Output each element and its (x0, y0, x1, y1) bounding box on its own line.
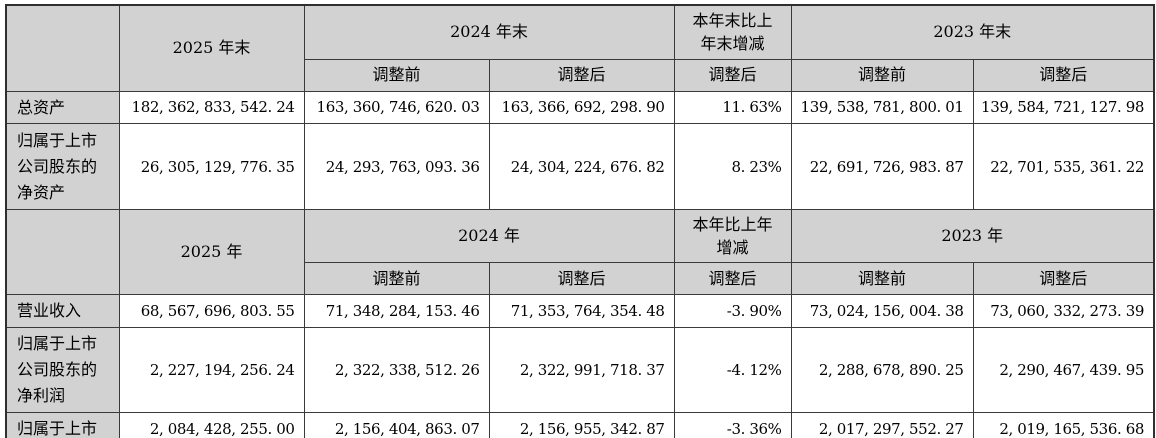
col-header-2025-year: 2025 年 (118, 209, 305, 296)
table-row-total-assets: 总资产 182, 362, 833, 542. 24 163, 360, 746… (5, 90, 1155, 125)
subheader-2023-after: 调整后 (972, 58, 1155, 92)
cell-2023-before: 22, 691, 726, 983. 87 (790, 123, 974, 211)
cell-2024-after: 71, 353, 764, 354. 48 (488, 294, 675, 329)
cell-change-pct: -4. 12% (673, 327, 792, 414)
table-row-revenue: 营业收入 68, 567, 696, 803. 55 71, 348, 284,… (5, 294, 1155, 329)
cell-2025-yearend: 182, 362, 833, 542. 24 (118, 90, 305, 125)
cell-change-pct: -3. 90% (673, 294, 792, 329)
row-label: 营业收入 (5, 294, 120, 329)
col-header-2023-yearend: 2023 年末 (790, 4, 1155, 60)
table-row-net-assets: 归属于上市公司股东的净资产 26, 305, 129, 776. 35 24, … (5, 123, 1155, 211)
cell-change-pct: -3. 36% (673, 412, 792, 438)
header-row-annual: 2025 年 2024 年 本年比上年 增减 2023 年 (5, 209, 1155, 296)
yearend-change-line1: 本年末比上 (692, 11, 773, 31)
annual-change-line1: 本年比上年 (692, 215, 773, 235)
cell-2024-before: 24, 293, 763, 093. 36 (303, 123, 490, 211)
subheader-row-yearend: 调整前 调整后 调整后 调整前 调整后 (6, 58, 1155, 92)
cell-2023-after: 73, 060, 332, 273. 39 (972, 294, 1155, 329)
cell-change-pct: 11. 63% (673, 90, 792, 125)
cell-2023-before: 73, 024, 156, 004. 38 (790, 294, 974, 329)
cell-2024-after: 2, 322, 991, 718. 37 (488, 327, 675, 414)
table-row-net-profit: 归属于上市公司股东的净利润 2, 227, 194, 256. 24 2, 32… (5, 327, 1155, 414)
cell-2024-before: 71, 348, 284, 153. 46 (303, 294, 490, 329)
cell-2024-after: 24, 304, 224, 676. 82 (488, 123, 675, 211)
cell-2024-after: 2, 156, 955, 342. 87 (488, 412, 675, 438)
subheader-row-annual: 调整前 调整后 调整后 调整前 调整后 (6, 262, 1155, 296)
subheader-2024-before: 调整前 (303, 58, 490, 92)
subheader-2024-after: 调整后 (488, 58, 675, 92)
row-label: 归属于上市公司股东的净利润 (5, 327, 120, 414)
yearend-change-line2: 年末增减 (700, 34, 765, 54)
financial-summary-table: 2025 年末 2024 年末 本年末比上 年末增减 2023 年末 调整前 调… (5, 4, 1155, 438)
cell-change-pct: 8. 23% (673, 123, 792, 211)
cell-2023-after: 2, 290, 467, 439. 95 (972, 327, 1155, 414)
subheader-change-after: 调整后 (673, 58, 792, 92)
col-header-2024-yearend: 2024 年末 (303, 4, 675, 60)
annual-change-line2: 增减 (716, 238, 749, 258)
col-header-2023-year: 2023 年 (790, 209, 1155, 264)
row-label: 归属于上市 (5, 412, 120, 438)
subheader-change-after: 调整后 (673, 262, 792, 296)
cell-2023-after: 2, 019, 165, 536. 68 (972, 412, 1155, 438)
cell-2025-year: 2, 227, 194, 256. 24 (118, 327, 305, 414)
header-row-yearend: 2025 年末 2024 年末 本年末比上 年末增减 2023 年末 (5, 4, 1155, 92)
subheader-2024-before: 调整前 (303, 262, 490, 296)
row-label: 总资产 (5, 90, 120, 125)
table-row-truncated: 归属于上市 2, 084, 428, 255. 00 2, 156, 404, … (5, 412, 1155, 438)
subheader-2023-before: 调整前 (790, 262, 974, 296)
col-header-annual-change: 本年比上年 增减 (673, 209, 792, 264)
col-header-yearend-change: 本年末比上 年末增减 (673, 4, 792, 60)
row-label: 归属于上市公司股东的净资产 (5, 123, 120, 211)
col-header-2024-year: 2024 年 (303, 209, 675, 264)
col-header-2025-yearend: 2025 年末 (118, 4, 305, 92)
cell-2023-after: 22, 701, 535, 361. 22 (972, 123, 1155, 211)
cell-2024-after: 163, 366, 692, 298. 90 (488, 90, 675, 125)
subheader-2024-after: 调整后 (488, 262, 675, 296)
subheader-2023-after: 调整后 (972, 262, 1155, 296)
corner-cell (5, 209, 120, 296)
cell-2023-after: 139, 584, 721, 127. 98 (972, 90, 1155, 125)
cell-2023-before: 139, 538, 781, 800. 01 (790, 90, 974, 125)
cell-2024-before: 2, 322, 338, 512. 26 (303, 327, 490, 414)
cell-2024-before: 2, 156, 404, 863. 07 (303, 412, 490, 438)
cell-2025-year: 68, 567, 696, 803. 55 (118, 294, 305, 329)
subheader-2023-before: 调整前 (790, 58, 974, 92)
cell-2025-year: 2, 084, 428, 255. 00 (118, 412, 305, 438)
cell-2023-before: 2, 017, 297, 552. 27 (790, 412, 974, 438)
cell-2023-before: 2, 288, 678, 890. 25 (790, 327, 974, 414)
cell-2025-yearend: 26, 305, 129, 776. 35 (118, 123, 305, 211)
cell-2024-before: 163, 360, 746, 620. 03 (303, 90, 490, 125)
corner-cell (5, 4, 120, 92)
